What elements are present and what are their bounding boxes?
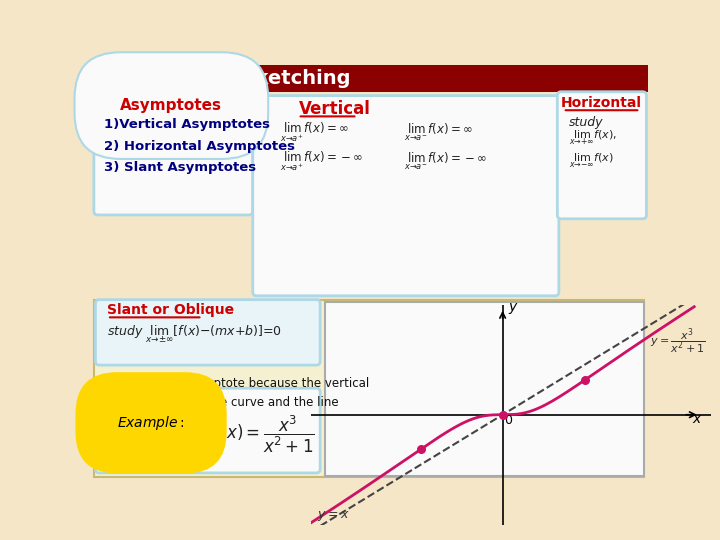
Text: $\mathit{Example:}$: $\mathit{Example:}$ [117,414,185,432]
Point [497,410,508,419]
Point [579,376,590,384]
Text: $f(x)=\dfrac{x^3}{x^2+1}$: $f(x)=\dfrac{x^3}{x^2+1}$ [214,414,315,455]
Text: $y$: $y$ [508,301,519,316]
Text: Sec 4.5:: Sec 4.5: [96,69,184,88]
FancyBboxPatch shape [96,300,320,365]
FancyBboxPatch shape [94,300,644,477]
Text: $\lim_{x \to a^-} f(x) = \infty$: $\lim_{x \to a^-} f(x) = \infty$ [404,122,473,143]
Text: Asymptotes: Asymptotes [120,98,222,113]
Text: 0: 0 [504,414,512,427]
Text: 3) Slant Asymptotes: 3) Slant Asymptotes [104,161,256,174]
FancyBboxPatch shape [90,92,648,300]
Text: Horizontal: Horizontal [561,96,642,110]
Text: $\lim_{x \to -\infty} f(x)$: $\lim_{x \to -\infty} f(x)$ [569,152,613,170]
Text: Vertical: Vertical [300,100,371,118]
FancyBboxPatch shape [325,302,644,476]
Text: Curve Sketching: Curve Sketching [163,69,350,88]
Point [415,445,426,454]
Text: $y=\dfrac{x^3}{x^2+1}$: $y=\dfrac{x^3}{x^2+1}$ [650,327,706,356]
Text: $y=x$: $y=x$ [317,509,349,523]
Text: $\lim_{x \to a^-} f(x) = -\infty$: $\lim_{x \to a^-} f(x) = -\infty$ [404,150,487,172]
FancyBboxPatch shape [90,65,648,92]
FancyBboxPatch shape [253,96,559,296]
Text: $\lim_{x \to +\infty} f(x),$: $\lim_{x \to +\infty} f(x),$ [569,129,617,147]
Text: study: study [569,116,603,129]
Text: 2) Horizontal Asymptotes: 2) Horizontal Asymptotes [104,140,295,153]
Text: $\lim_{x \to a^+} f(x) = -\infty$: $\lim_{x \to a^+} f(x) = -\infty$ [280,149,364,173]
Text: $\mathit{study}\ \lim_{x \to \pm\infty}[f(x)-(mx+b)]=0$: $\mathit{study}\ \lim_{x \to \pm\infty}[… [107,323,282,345]
Text: $\lim_{x \to a^+} f(x) = \infty$: $\lim_{x \to a^+} f(x) = \infty$ [280,121,349,144]
Text: 1)Vertical Asymptotes: 1)Vertical Asymptotes [104,118,270,131]
FancyBboxPatch shape [94,96,253,215]
FancyBboxPatch shape [96,388,320,473]
Text: Slant or Oblique: Slant or Oblique [107,303,234,318]
Text: x: x [693,412,701,426]
Text: called a slant asymptote because the vertical
distance between the curve and the: called a slant asymptote because the ver… [99,377,369,428]
FancyBboxPatch shape [557,92,647,219]
